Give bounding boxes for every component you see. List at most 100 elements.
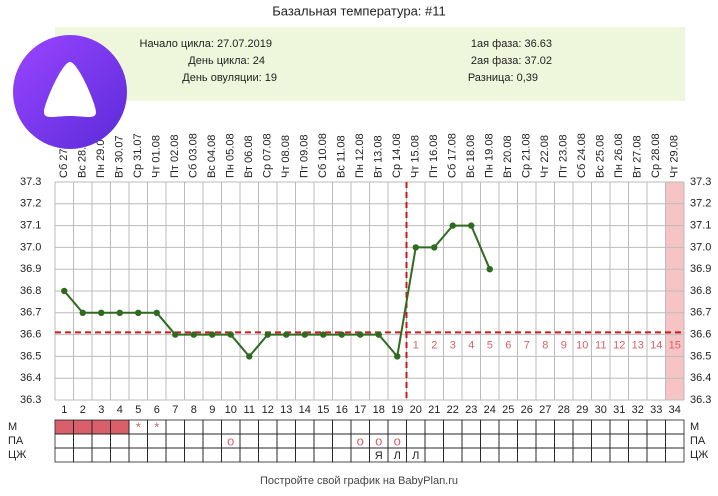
x-tick-label: 5 [135,404,141,416]
phase-day-label: 2 [431,339,437,351]
row-cell [332,419,352,435]
x-tick-label: 12 [262,404,274,416]
row-cell [184,447,204,463]
row-cell [165,419,185,435]
row-mark: * [136,419,141,434]
row-label: ПА [690,435,706,447]
x-tick-label: 10 [225,404,237,416]
y-tick-label: 36.7 [20,307,41,319]
y-tick-label: 37.0 [690,241,711,253]
x-tick-label: 19 [391,404,403,416]
row-cell [443,433,463,449]
row-cell [350,447,370,463]
row-label: М [690,421,699,433]
row-cell [54,433,74,449]
row-cell [165,433,185,449]
row-cell [128,447,148,463]
y-tick-label: 36.9 [690,263,711,275]
row-cell [184,419,204,435]
x-tick-label: 27 [539,404,551,416]
row-cell [258,433,278,449]
row-cell [572,419,592,435]
y-tick-label: 36.7 [690,307,711,319]
x-tick-label: 21 [428,404,440,416]
row-cell [535,433,555,449]
row-mark: Л [394,450,401,462]
row-cell [480,419,500,435]
row-label: ЦЖ [690,449,708,461]
filled-cell [55,420,74,434]
row-label: ПА [8,435,24,447]
x-tick-label: 23 [465,404,477,416]
point [357,331,364,338]
row-cell [517,447,537,463]
info: День цикла: 24 [188,55,265,67]
point [209,331,216,338]
phase-day-label: 8 [542,339,548,351]
row-cell [665,447,685,463]
row-cell [480,447,500,463]
row-label: М [8,421,17,433]
point [301,331,308,338]
row-cell [646,433,666,449]
date-label: Пн 26.08 [613,133,625,178]
info: День овуляции: 19 [182,72,277,84]
date-label: Чт 22.08 [539,135,551,178]
row-cell [591,447,611,463]
phase-day-label: 7 [524,339,530,351]
row-mark: о [227,433,234,448]
x-tick-label: 24 [484,404,496,416]
row-cell [424,419,444,435]
date-label: Чт 29.08 [669,135,681,178]
row-cell [295,447,315,463]
row-cell [406,433,426,449]
row-cell [628,433,648,449]
row-cell [184,433,204,449]
row-mark: о [394,433,401,448]
y-tick-label: 36.8 [20,285,41,297]
point [135,309,142,316]
date-label: Вс 25.08 [595,135,607,178]
info: 1ая фаза: 36.63 [471,38,552,50]
row-cell [313,447,333,463]
row-cell [332,433,352,449]
point [468,222,475,229]
point [79,309,86,316]
row-cell [276,433,296,449]
row-cell [535,447,555,463]
row-cell [128,433,148,449]
filled-cell [92,420,111,434]
row-mark: о [357,433,364,448]
point [246,353,253,360]
y-tick-label: 36.9 [20,263,41,275]
row-mark: Л [412,450,419,462]
row-cell [110,447,130,463]
row-cell [480,433,500,449]
point [264,331,271,338]
row-cell [91,433,111,449]
x-tick-label: 17 [354,404,366,416]
row-cell [147,447,167,463]
date-label: Чт 15.08 [410,135,422,178]
row-cell [332,447,352,463]
row-cell [276,447,296,463]
row-cell [202,447,222,463]
point [283,331,290,338]
x-tick-label: 22 [447,404,459,416]
row-cell [202,419,222,435]
row-cell [609,447,629,463]
date-label: Вс 11.08 [336,135,348,178]
y-tick-label: 37.0 [20,241,41,253]
phase-day-label: 5 [487,339,493,351]
y-tick-label: 36.6 [20,329,41,341]
date-label: Чт 08.08 [280,135,292,178]
y-tick-label: 36.8 [690,285,711,297]
date-label: Пт 02.08 [169,134,181,178]
phase-day-label: 9 [561,339,567,351]
phase-day-label: 13 [632,339,644,351]
point [98,309,105,316]
date-label: Сб 17.08 [447,133,459,178]
info: Разница: 0,39 [468,72,538,84]
row-cell [387,419,407,435]
point [431,244,438,251]
